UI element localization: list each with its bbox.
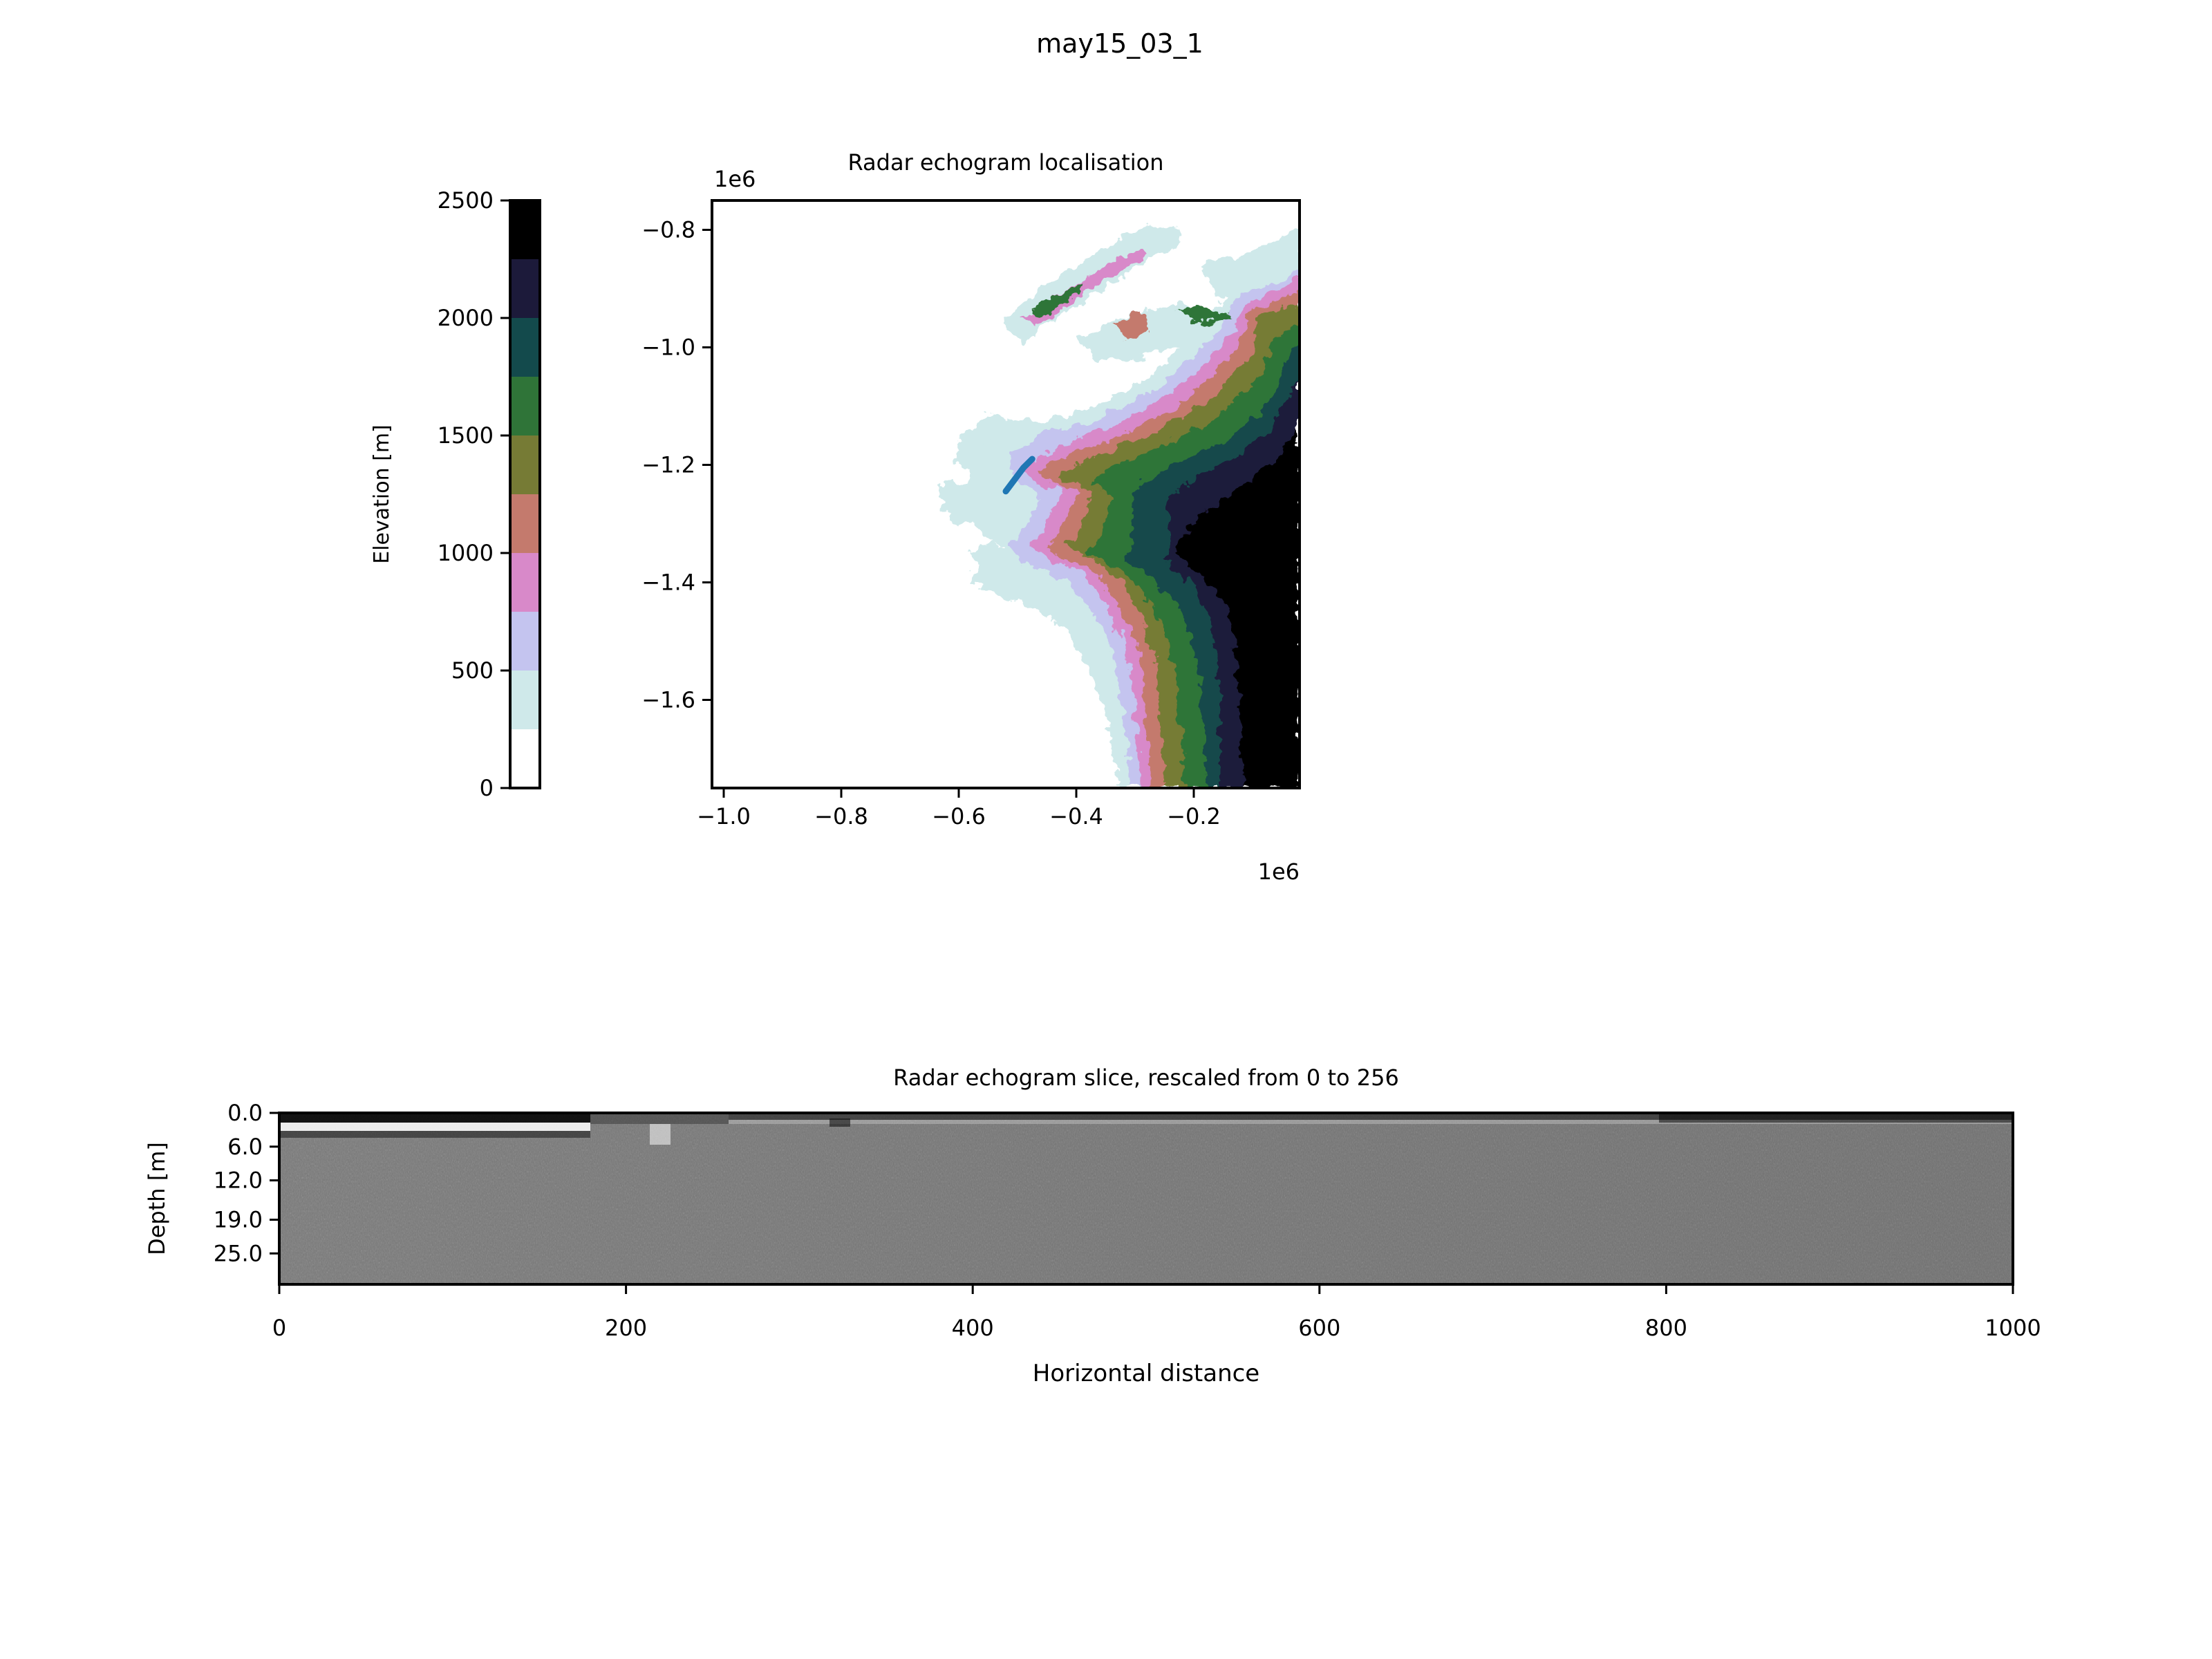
echogram-x-tick-label: 800 xyxy=(1645,1315,1687,1341)
colorbar-tick-label: 2000 xyxy=(438,305,494,331)
echogram-image xyxy=(279,1113,2013,1284)
echogram-x-tick-label: 400 xyxy=(952,1315,994,1341)
colorbar-tick-label: 500 xyxy=(451,657,494,684)
colorbar-frame xyxy=(509,199,541,789)
colorbar-tick-label: 1000 xyxy=(438,540,494,566)
map-x-tick-label: −0.2 xyxy=(1167,803,1221,830)
echogram-y-label: Depth [m] xyxy=(144,1142,170,1255)
echogram-x-tick-label: 200 xyxy=(605,1315,647,1341)
map-y-tick-label: −1.4 xyxy=(641,570,695,596)
map-y-tick-label: −0.8 xyxy=(641,217,695,243)
map-x-offset-label: 1e6 xyxy=(1258,859,1300,885)
colorbar-label: Elevation [m] xyxy=(370,424,394,564)
echogram-x-axis: 0 200 400 600 800 1000 xyxy=(272,1284,2041,1341)
map-y-tick-label: −1.2 xyxy=(641,452,695,478)
figure-title: may15_03_1 xyxy=(1036,28,1203,59)
colorbar-level-4 xyxy=(510,494,540,553)
colorbar-level-9 xyxy=(510,200,540,259)
echogram-panel: Radar echogram slice, rescaled from 0 to… xyxy=(144,1065,2041,1387)
map-x-tick-label: −0.6 xyxy=(932,803,986,830)
map-x-tick-label: −1.0 xyxy=(697,803,751,830)
colorbar-level-1 xyxy=(510,671,540,729)
colorbar-level-8 xyxy=(510,259,540,318)
map-image xyxy=(712,200,1300,788)
echogram-title: Radar echogram slice, rescaled from 0 to… xyxy=(893,1065,1399,1091)
colorbar-tick-label: 2500 xyxy=(438,187,494,214)
colorbar-swatches xyxy=(510,200,540,788)
echogram-y-tick-label: 12.0 xyxy=(214,1168,263,1194)
map-panel: Radar echogram localisation xyxy=(641,149,1301,885)
colorbar: 0 500 1000 1500 2000 2500 Elevation [m] xyxy=(370,187,541,801)
map-y-tick-label: −1.0 xyxy=(641,335,695,361)
colorbar-level-2 xyxy=(510,612,540,671)
echogram-y-tick-label: 25.0 xyxy=(214,1240,263,1266)
colorbar-tick-label: 1500 xyxy=(438,422,494,449)
map-y-tick-label: −1.6 xyxy=(641,687,695,713)
map-frame xyxy=(711,199,1301,789)
echogram-frame xyxy=(278,1112,2014,1286)
colorbar-level-6 xyxy=(510,377,540,435)
map-y-axis: −0.8 −1.0 −1.2 −1.4 −1.6 xyxy=(641,217,712,713)
echogram-x-tick-label: 1000 xyxy=(1985,1315,2041,1341)
colorbar-level-7 xyxy=(510,318,540,377)
colorbar-tick-label: 0 xyxy=(480,775,494,801)
echogram-x-tick-label: 600 xyxy=(1298,1315,1340,1341)
echogram-y-tick-label: 0.0 xyxy=(227,1100,263,1126)
map-title: Radar echogram localisation xyxy=(848,149,1164,176)
map-x-tick-label: −0.4 xyxy=(1049,803,1103,830)
map-x-axis: −1.0 −0.8 −0.6 −0.4 −0.2 xyxy=(697,788,1221,830)
colorbar-level-0 xyxy=(510,729,540,788)
colorbar-level-5 xyxy=(510,435,540,494)
echogram-y-tick-label: 6.0 xyxy=(227,1134,263,1160)
radar-track-line xyxy=(1002,456,1035,495)
echogram-x-label: Horizontal distance xyxy=(1033,1360,1259,1387)
map-x-tick-label: −0.8 xyxy=(814,803,868,830)
map-y-offset-label: 1e6 xyxy=(714,166,756,192)
echogram-x-tick-label: 0 xyxy=(272,1315,286,1341)
echogram-y-tick-label: 19.0 xyxy=(214,1206,263,1232)
echogram-y-axis: 0.0 6.0 12.0 19.0 25.0 xyxy=(214,1100,279,1266)
colorbar-ticks: 0 500 1000 1500 2000 2500 xyxy=(438,187,510,801)
colorbar-level-3 xyxy=(510,553,540,612)
